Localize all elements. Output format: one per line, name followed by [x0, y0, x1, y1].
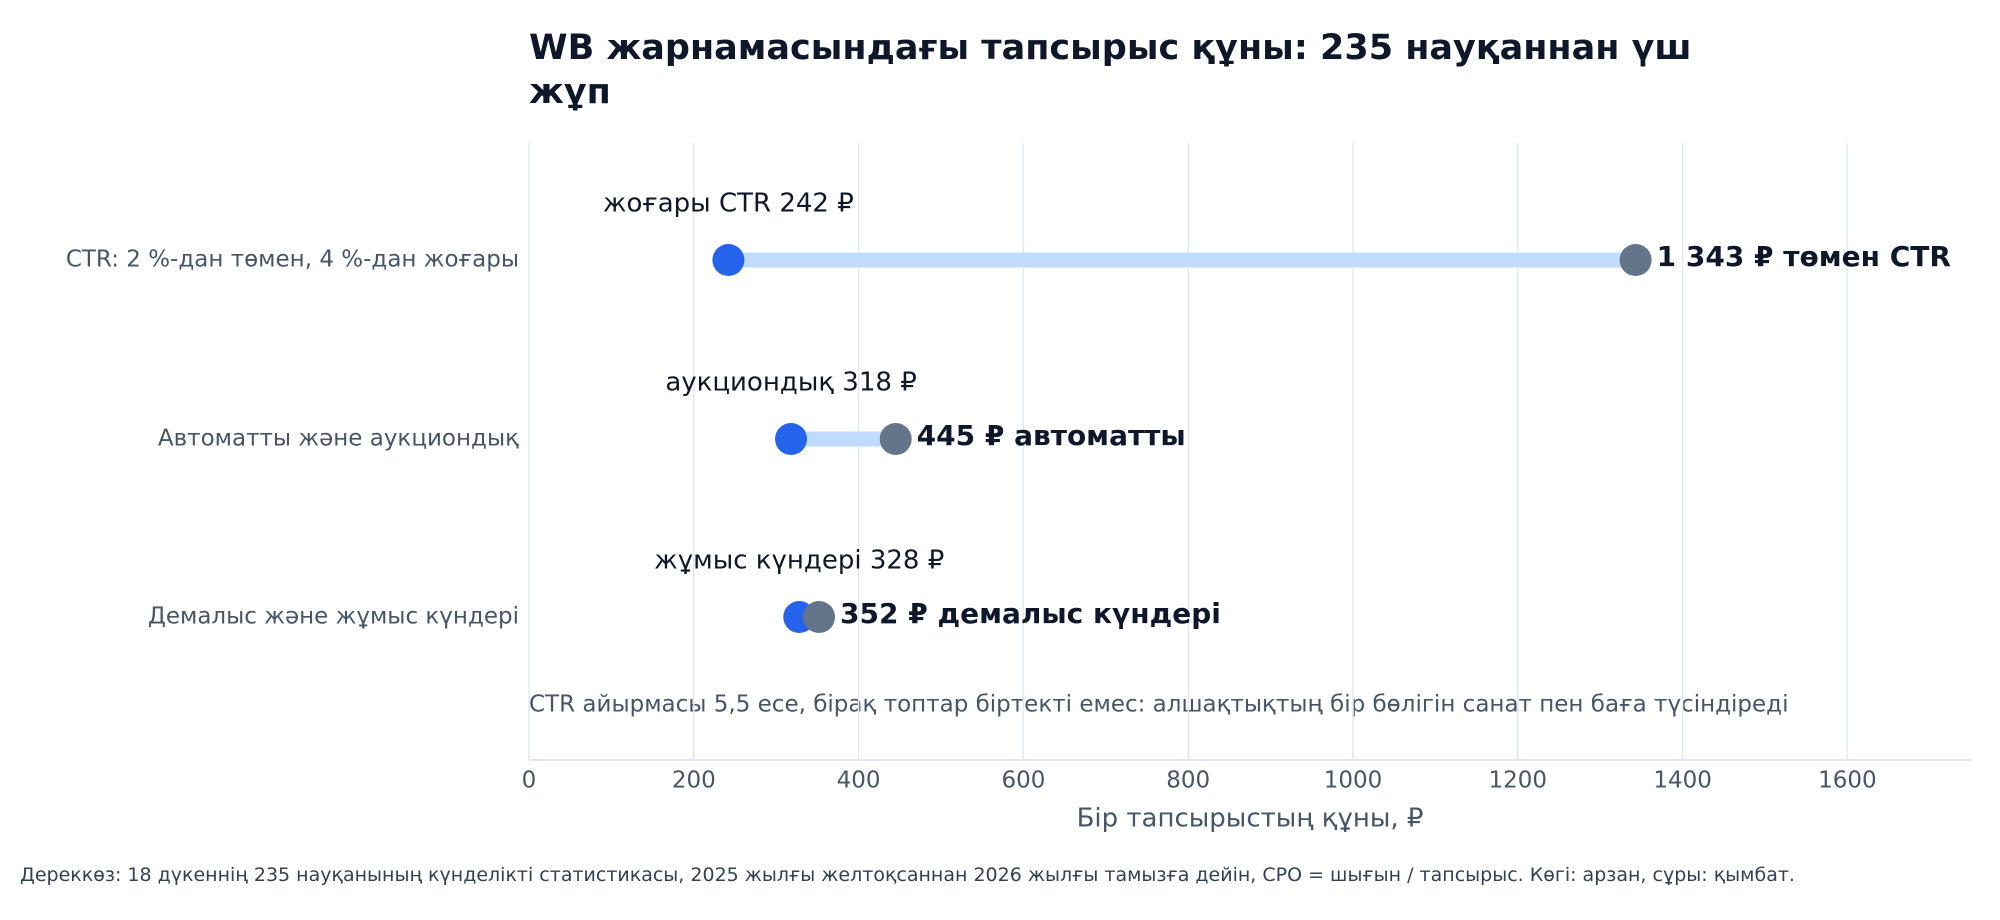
x-tick-label: 600: [1001, 768, 1045, 794]
dot-low: [712, 244, 745, 276]
y-tick-label: Демалыс және жұмыс күндері: [148, 604, 519, 630]
chart-title: WB жарнамасындағы тапсырыс құны: 235 нау…: [529, 28, 1692, 112]
dot-low: [775, 423, 808, 455]
source-note: Дереккөз: 18 дүкеннің 235 науқанының күн…: [20, 864, 1795, 886]
value-label: 352 ₽ демалыс күндері: [840, 597, 1221, 630]
x-tick-label: 1200: [1489, 768, 1548, 794]
dot-high: [1619, 244, 1652, 276]
dot-high: [879, 423, 912, 455]
value-label: 1 343 ₽ төмен CTR: [1657, 240, 1951, 273]
value-label: жоғары CTR 242 ₽: [603, 189, 854, 219]
y-tick-label: CTR: 2 %-дан төмен, 4 %-дан жоғары: [66, 247, 519, 273]
x-tick-label: 1600: [1818, 768, 1877, 794]
x-tick-label: 200: [672, 768, 716, 794]
value-label: 445 ₽ автоматты: [917, 419, 1186, 452]
x-axis-label: Бір тапсырыстың құны, ₽: [1077, 804, 1424, 834]
x-tick-label: 800: [1166, 768, 1210, 794]
y-tick-label: Автоматты және аукциондық: [158, 426, 519, 452]
dot-high: [803, 601, 836, 633]
value-label: жұмыс күндері 328 ₽: [654, 546, 944, 576]
chart: CTR айырмасы 5,5 есе, бірақ топтар бірте…: [66, 143, 1971, 834]
x-tick-label: 1400: [1653, 768, 1712, 794]
x-tick-label: 0: [522, 768, 537, 794]
x-tick-label: 1000: [1324, 768, 1383, 794]
value-label: аукциондық 318 ₽: [665, 368, 916, 398]
annotation: CTR айырмасы 5,5 есе, бірақ топтар бірте…: [529, 692, 1788, 718]
x-tick-label: 400: [837, 768, 881, 794]
